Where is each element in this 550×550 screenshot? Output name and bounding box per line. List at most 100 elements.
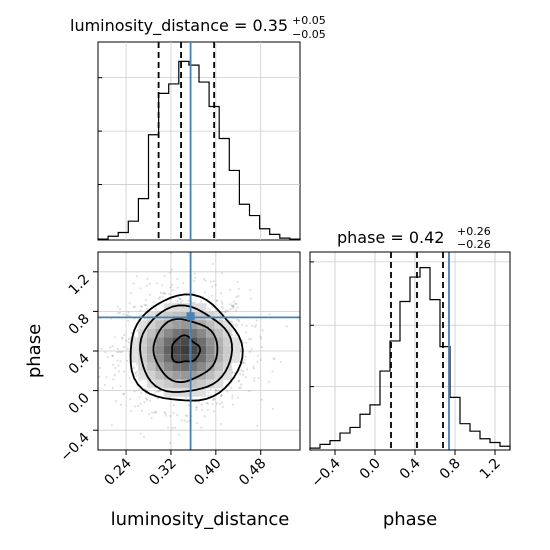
scatter-point xyxy=(118,370,121,373)
scatter-point xyxy=(238,320,241,323)
scatter-point xyxy=(106,356,109,359)
scatter-point xyxy=(203,278,206,281)
scatter-point xyxy=(213,410,216,413)
axes-frame xyxy=(97,41,301,241)
scatter-point xyxy=(121,336,124,339)
x-tick-label: 0.4 xyxy=(397,455,424,482)
density-cell xyxy=(163,354,173,363)
density-cell xyxy=(189,328,198,338)
y-tick-label: −0.4 xyxy=(57,430,92,465)
scatter-point xyxy=(158,390,161,393)
density-cell xyxy=(206,362,215,372)
density-cell xyxy=(163,379,173,389)
density-cell xyxy=(189,354,198,363)
scatter-point xyxy=(232,304,235,307)
scatter-point xyxy=(195,406,198,409)
scatter-point xyxy=(164,292,167,295)
x-axis-label: luminosity_distance xyxy=(111,509,290,530)
scatter-point xyxy=(241,373,245,376)
scatter-point xyxy=(121,337,124,340)
density-cell xyxy=(214,362,224,372)
scatter-point xyxy=(183,419,186,422)
density-cell xyxy=(197,337,207,346)
scatter-point xyxy=(214,389,217,392)
scatter-point xyxy=(220,305,223,309)
scatter-point xyxy=(232,329,235,332)
scatter-point xyxy=(271,407,274,411)
scatter-point xyxy=(110,424,113,427)
y-ticks xyxy=(310,261,314,388)
scatter-point xyxy=(123,333,126,336)
density-cell xyxy=(214,328,224,338)
scatter-point xyxy=(177,433,180,436)
scatter-point xyxy=(220,272,223,275)
scatter-point xyxy=(157,297,161,300)
density-cell xyxy=(223,354,232,363)
scatter-point xyxy=(168,292,171,296)
scatter-point xyxy=(236,396,240,399)
scatter-point xyxy=(188,404,191,407)
scatter-point xyxy=(229,308,232,311)
density-cell xyxy=(189,362,198,372)
scatter-point xyxy=(211,294,214,297)
scatter-point xyxy=(134,372,138,375)
scatter-point xyxy=(122,393,125,396)
axes-frame xyxy=(309,251,511,451)
scatter-point xyxy=(247,337,251,340)
scatter-point xyxy=(116,359,119,362)
scatter-point xyxy=(211,399,214,402)
scatter-point xyxy=(143,304,146,307)
scatter-point xyxy=(171,426,174,429)
y-axis-label: phase xyxy=(24,324,45,378)
scatter-point xyxy=(184,396,187,399)
scatter-point xyxy=(206,307,210,310)
scatter-point xyxy=(177,296,180,299)
density-cell xyxy=(231,345,241,355)
density-cell xyxy=(180,354,190,363)
scatter-point xyxy=(256,424,259,427)
scatter-point xyxy=(123,346,126,349)
density-cell xyxy=(172,362,181,372)
scatter-point xyxy=(237,379,240,382)
scatter-point xyxy=(125,339,128,342)
scatter-point xyxy=(216,299,219,302)
scatter-point xyxy=(224,309,228,312)
scatter-point xyxy=(220,401,224,404)
scatter-point xyxy=(126,359,129,362)
scatter-point xyxy=(111,355,114,358)
density-cell xyxy=(206,320,215,329)
scatter-point xyxy=(166,426,170,429)
density-cell xyxy=(197,388,207,397)
scatter-point xyxy=(213,398,216,401)
density-cell xyxy=(138,354,147,363)
scatter-point xyxy=(242,370,245,373)
scatter-point xyxy=(236,280,239,284)
density-cell xyxy=(172,320,181,329)
scatter-point xyxy=(139,402,142,405)
density-cell xyxy=(197,354,207,363)
x-tick-label: 0.0 xyxy=(357,456,384,483)
scatter-point xyxy=(63,344,65,346)
density-cell xyxy=(206,328,215,338)
scatter-point xyxy=(145,307,148,311)
scatter-point xyxy=(161,292,165,295)
density-cell xyxy=(155,320,164,329)
scatter-point xyxy=(241,361,245,364)
scatter-point xyxy=(139,309,142,312)
scatter-point xyxy=(186,415,189,418)
scatter-point xyxy=(117,364,120,367)
x-ticks: 0.24 0.32 0.40 0.48 xyxy=(102,450,270,489)
density-cell xyxy=(146,371,156,380)
scatter-point xyxy=(200,426,203,429)
density-cell xyxy=(223,337,232,346)
density-cell xyxy=(223,320,232,329)
scatter-point xyxy=(244,355,247,358)
title-plus: +0.26 xyxy=(457,225,491,238)
scatter-point xyxy=(255,319,258,322)
histogram-step xyxy=(309,267,511,450)
density-cell xyxy=(206,354,215,363)
scatter-point xyxy=(209,280,213,283)
scatter-point xyxy=(231,403,234,406)
panel-phase-histogram: −0.4 0.0 0.4 0.8 1.2 phase = 0.42 +0.26 −0.2… xyxy=(308,225,511,530)
scatter-point xyxy=(134,305,137,308)
